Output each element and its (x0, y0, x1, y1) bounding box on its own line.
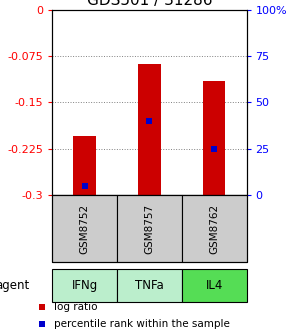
Text: agent: agent (0, 279, 30, 292)
Text: log ratio: log ratio (55, 302, 98, 312)
Text: IFNg: IFNg (71, 279, 98, 292)
Bar (138, 64, 161, 195)
Text: TNFa: TNFa (135, 279, 164, 292)
Bar (182, 195, 246, 262)
Bar (52, 195, 117, 262)
Bar (73, 136, 96, 195)
Text: IL4: IL4 (205, 279, 223, 292)
Text: GSM8762: GSM8762 (209, 203, 219, 254)
Bar (182, 269, 246, 302)
Bar (117, 195, 182, 262)
Text: GSM8757: GSM8757 (144, 203, 154, 254)
Text: GSM8752: GSM8752 (79, 203, 90, 254)
Bar (52, 269, 117, 302)
Text: percentile rank within the sample: percentile rank within the sample (55, 319, 230, 329)
Bar (117, 269, 182, 302)
Bar (203, 81, 225, 195)
Title: GDS501 / 31286: GDS501 / 31286 (87, 0, 212, 7)
